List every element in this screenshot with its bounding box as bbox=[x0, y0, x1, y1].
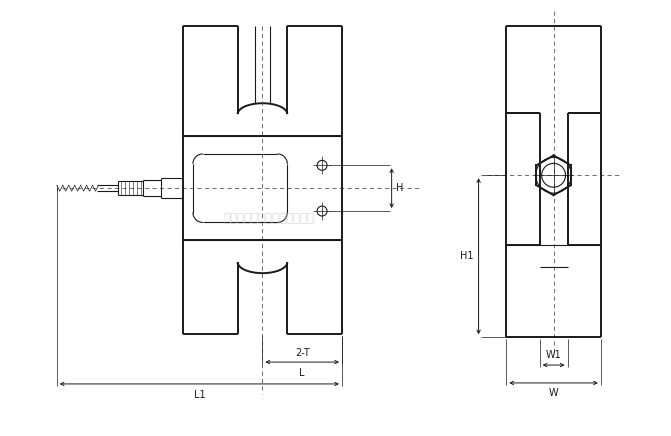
Text: W: W bbox=[549, 388, 558, 398]
Text: W1: W1 bbox=[546, 350, 562, 360]
Text: L1: L1 bbox=[193, 390, 205, 400]
Text: H: H bbox=[396, 183, 403, 193]
Text: 广州炫鑫自动化技术有限公司: 广州炫鑫自动化技术有限公司 bbox=[223, 211, 314, 225]
Text: H1: H1 bbox=[460, 251, 474, 261]
Text: L: L bbox=[299, 368, 305, 378]
Text: 2-T: 2-T bbox=[295, 348, 309, 358]
